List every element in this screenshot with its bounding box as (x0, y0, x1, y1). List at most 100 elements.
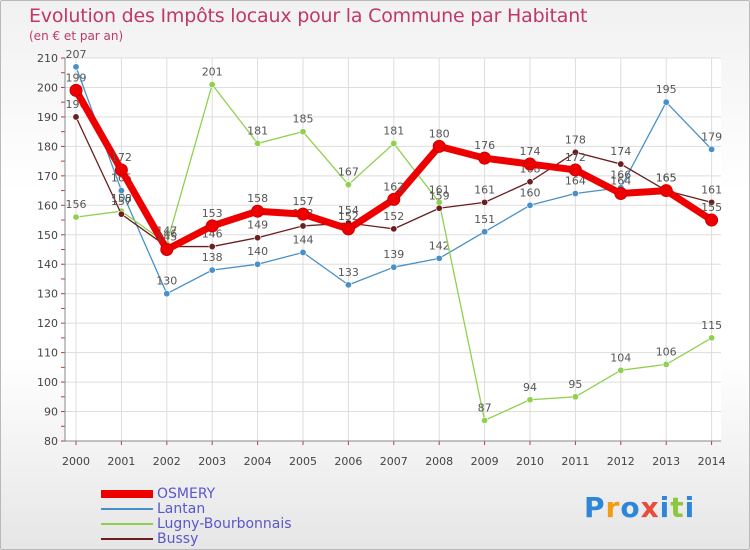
data-label-bussy: 154 (338, 204, 359, 217)
y-tick-label: 210 (37, 52, 58, 65)
data-label-osmery: 153 (202, 207, 223, 220)
data-point-bussy (390, 225, 398, 233)
data-label-osmery: 162 (383, 180, 404, 193)
data-label-lantan: 166 (610, 169, 631, 182)
data-label-bussy: 159 (429, 189, 450, 202)
legend-label: Lantan (157, 501, 206, 517)
data-point-bussy (481, 198, 489, 206)
legend-swatch (101, 508, 153, 510)
data-point-lantan (571, 190, 579, 198)
data-point-lugny-bourbonnais (72, 213, 80, 221)
x-tick-label: 2010 (516, 455, 544, 468)
data-point-lantan (72, 63, 80, 71)
data-label-lantan: 164 (565, 175, 586, 188)
legend-label: OSMERY (157, 486, 216, 502)
y-tick-label: 90 (44, 406, 58, 419)
data-point-lugny-bourbonnais (571, 393, 579, 401)
data-point-osmery (114, 163, 128, 177)
y-tick-label: 120 (37, 317, 58, 330)
legend-label: Bussy (157, 531, 199, 547)
legend-item-lantan: Lantan (101, 502, 205, 516)
proxiti-logo: Proxiti (584, 491, 695, 524)
x-tick-label: 2006 (334, 455, 362, 468)
y-tick-label: 180 (37, 140, 58, 153)
y-tick-label: 160 (37, 199, 58, 212)
data-point-osmery (568, 163, 582, 177)
data-label-osmery: 152 (338, 210, 359, 223)
data-point-lantan (526, 201, 534, 209)
data-point-bussy (435, 204, 443, 212)
data-label-lantan: 179 (701, 130, 722, 143)
data-point-bussy (254, 234, 262, 242)
data-point-lugny-bourbonnais (344, 181, 352, 189)
y-tick-label: 140 (37, 258, 58, 271)
data-point-osmery (523, 157, 537, 171)
data-point-bussy (571, 148, 579, 156)
data-label-lantan: 195 (656, 83, 677, 96)
data-label-osmery: 174 (520, 145, 541, 158)
legend-swatch (101, 523, 153, 525)
data-label-osmery: 157 (293, 195, 314, 208)
data-label-lantan: 151 (474, 213, 495, 226)
data-label-osmery: 165 (656, 172, 677, 185)
legend-label: Lugny-Bourbonnais (157, 516, 292, 532)
data-label-lantan: 207 (66, 48, 87, 61)
y-tick-label: 80 (44, 435, 58, 448)
legend-item-lugny-bourbonnais: Lugny-Bourbonnais (101, 517, 292, 531)
data-label-lugny-bourbonnais: 156 (66, 198, 87, 211)
logo-letter: P (584, 491, 606, 524)
x-tick-label: 2008 (425, 455, 453, 468)
data-label-lantan: 144 (293, 233, 314, 246)
y-tick-label: 200 (37, 81, 58, 94)
data-label-lantan: 133 (338, 266, 359, 279)
data-label-lantan: 142 (429, 239, 450, 252)
data-point-bussy (617, 160, 625, 168)
data-point-lugny-bourbonnais (708, 334, 716, 342)
x-tick-label: 2000 (62, 455, 90, 468)
legend-item-bussy: Bussy (101, 532, 198, 546)
data-point-lantan (390, 263, 398, 271)
data-label-osmery: 199 (66, 71, 87, 84)
data-point-lugny-bourbonnais (254, 139, 262, 147)
data-label-osmery: 172 (565, 151, 586, 164)
data-label-bussy: 157 (111, 195, 132, 208)
x-tick-label: 2009 (471, 455, 499, 468)
data-label-osmery: 155 (701, 201, 722, 214)
x-tick-label: 2005 (289, 455, 317, 468)
data-point-osmery (659, 184, 673, 198)
data-label-osmery: 180 (429, 127, 450, 140)
data-point-osmery (160, 243, 174, 256)
data-point-lantan (254, 260, 262, 268)
data-point-lantan (435, 254, 443, 262)
data-point-osmery (251, 204, 265, 218)
data-label-lugny-bourbonnais: 181 (383, 124, 404, 137)
data-point-osmery (432, 139, 446, 153)
data-label-bussy: 149 (247, 219, 268, 232)
y-tick-label: 130 (37, 288, 58, 301)
data-point-lantan (344, 281, 352, 289)
data-point-bussy (208, 243, 216, 251)
data-point-lantan (662, 98, 670, 106)
data-label-lugny-bourbonnais: 104 (610, 351, 631, 364)
data-label-lugny-bourbonnais: 87 (478, 401, 492, 414)
data-point-lugny-bourbonnais (481, 416, 489, 424)
data-label-bussy: 161 (701, 183, 722, 196)
data-point-lantan (708, 145, 716, 153)
data-point-osmery (614, 187, 628, 201)
data-point-bussy (526, 178, 534, 186)
data-point-lugny-bourbonnais (299, 128, 307, 136)
data-point-osmery (205, 219, 219, 233)
data-point-lugny-bourbonnais (662, 360, 670, 368)
data-label-lugny-bourbonnais: 95 (568, 378, 582, 391)
data-label-lugny-bourbonnais: 185 (293, 113, 314, 126)
data-point-osmery (387, 192, 401, 206)
logo-letter: t (670, 491, 685, 524)
data-label-lugny-bourbonnais: 115 (701, 319, 722, 332)
data-point-lugny-bourbonnais (208, 81, 216, 89)
data-point-bussy (708, 198, 716, 206)
data-point-bussy (117, 210, 125, 218)
logo-letter: x (640, 491, 660, 524)
y-tick-label: 170 (37, 170, 58, 183)
x-tick-label: 2004 (244, 455, 272, 468)
